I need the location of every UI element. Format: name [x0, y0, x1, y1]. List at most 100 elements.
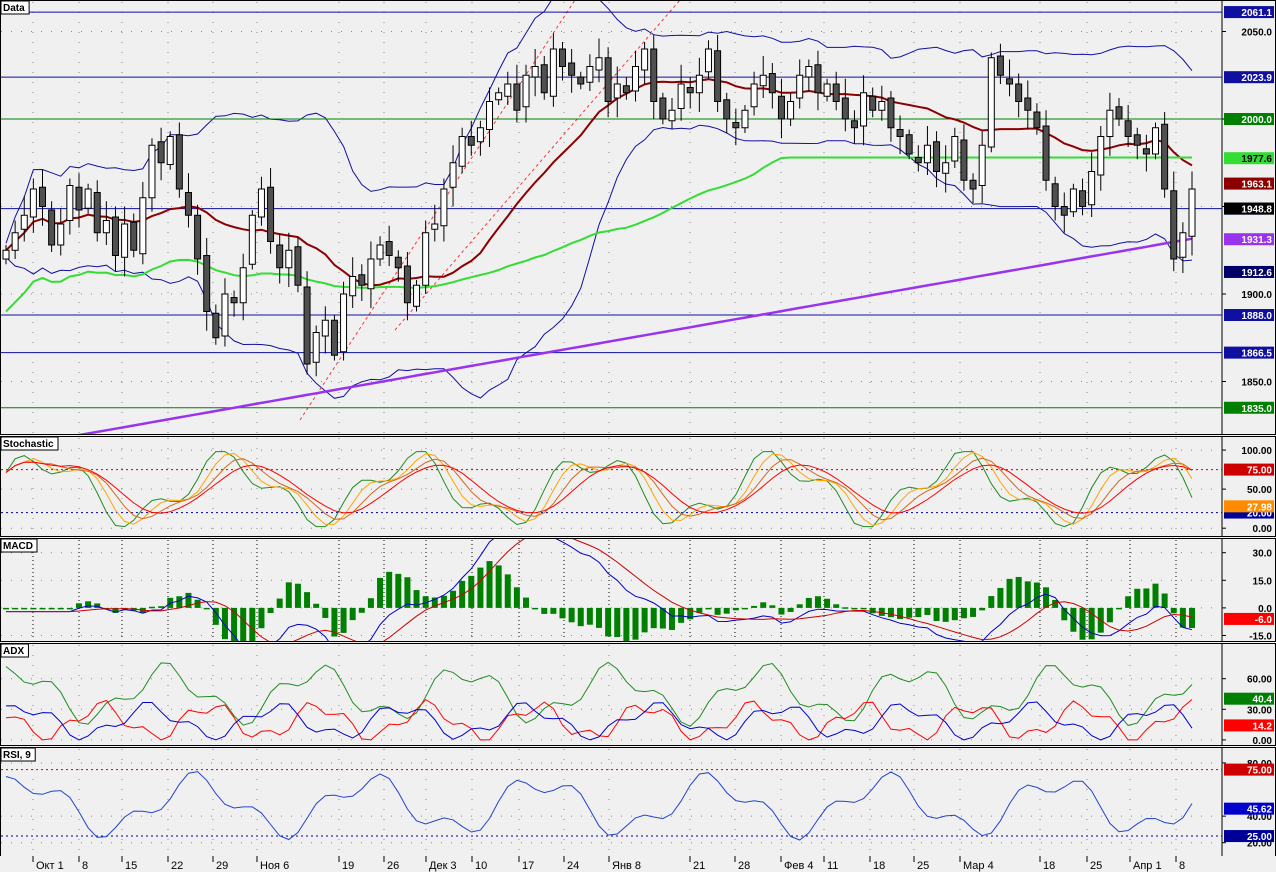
- candle-body: [130, 221, 138, 251]
- macd-histogram-bar: [687, 607, 694, 620]
- macd-histogram-bar: [367, 598, 374, 608]
- macd-histogram-bar: [942, 607, 949, 622]
- candle-body: [467, 136, 475, 146]
- date-tick-label: 29: [216, 860, 228, 872]
- macd-line: [6, 539, 1193, 641]
- candle-body: [987, 57, 995, 148]
- macd-histogram-bar: [294, 583, 301, 608]
- candle-body: [121, 223, 129, 258]
- macd-histogram-bar: [577, 607, 584, 627]
- macd-histogram-bar: [1088, 607, 1095, 640]
- macd-histogram-bar: [304, 592, 311, 608]
- current-value-tag: 1963.1: [1224, 177, 1274, 191]
- current-value-tag: 1948.8: [1224, 202, 1274, 216]
- scale-tick-label: 0.00: [1253, 524, 1273, 535]
- date-tick-label: 18: [1043, 860, 1055, 872]
- candle-body: [887, 97, 895, 129]
- panel-title: Stochastic: [0, 436, 59, 451]
- candle-body: [285, 249, 293, 269]
- macd-histogram-bar: [632, 607, 639, 640]
- candle-body: [513, 83, 521, 111]
- macd-histogram-bar: [897, 607, 904, 620]
- date-tick-label: 25: [1090, 860, 1102, 872]
- candle-body: [704, 48, 712, 73]
- svg-text:1888.0: 1888.0: [1241, 311, 1272, 322]
- candle-body: [1188, 188, 1196, 237]
- candle-body: [148, 144, 156, 199]
- date-tick-label: Фев 4: [784, 860, 814, 872]
- candle-body: [403, 265, 411, 304]
- macd-histogram-bar: [66, 607, 73, 610]
- macd-histogram-bar: [112, 607, 119, 613]
- candle-body: [294, 246, 302, 286]
- candle-body: [905, 134, 913, 155]
- svg-text:Data: Data: [3, 3, 25, 14]
- level-value-tag: 1835.0: [1224, 401, 1274, 415]
- candle-body: [440, 188, 448, 227]
- plus-di-line: [5, 698, 1193, 741]
- macd-histogram-bar: [267, 607, 274, 614]
- candle-body: [385, 241, 393, 256]
- macd-histogram-bar: [523, 597, 530, 608]
- candle-body: [750, 83, 758, 108]
- adx-line: [5, 661, 1193, 727]
- macd-histogram-bar: [951, 607, 958, 621]
- candle-body: [276, 244, 284, 269]
- candle-body: [139, 197, 147, 255]
- scale-tick-label: 60.00: [1247, 675, 1272, 686]
- moving-average-slow: [78, 237, 1193, 434]
- svg-text:1912.6: 1912.6: [1241, 268, 1272, 279]
- svg-text:1835.0: 1835.0: [1241, 404, 1272, 415]
- date-tick-label: Дек 3: [429, 860, 457, 872]
- candle-body: [951, 136, 959, 162]
- candle-body: [805, 66, 813, 78]
- macd-histogram-bar: [212, 607, 219, 625]
- candle-body: [714, 50, 722, 102]
- current-value-tag: -6.0: [1224, 612, 1274, 626]
- price-scales: 2050.02000.01950.01900.01850.02061.12023…: [1222, 6, 1274, 850]
- macd-histogram-bar: [1179, 607, 1186, 628]
- candle-body: [20, 214, 28, 230]
- candle-body: [777, 95, 785, 120]
- macd-histogram-bar: [1170, 607, 1177, 614]
- macd-histogram-bar: [231, 607, 238, 641]
- macd-histogram-bar: [1134, 588, 1141, 608]
- macd-histogram-bar: [313, 603, 320, 608]
- level-value-tag: 75.00: [1224, 763, 1274, 777]
- bollinger-upper-band: [5, 1, 1193, 244]
- macd-histogram-bar: [1070, 607, 1077, 632]
- date-tick-label: 18: [873, 860, 885, 872]
- rsi-line: [5, 771, 1193, 841]
- macd-histogram-bar: [659, 607, 666, 629]
- candle-body: [230, 297, 238, 304]
- macd-histogram-bar: [550, 607, 557, 614]
- candle-body: [358, 274, 366, 286]
- candle-body: [631, 66, 639, 92]
- macd-histogram-bar: [842, 607, 849, 609]
- macd-histogram-bar: [203, 607, 210, 610]
- candle-body: [2, 249, 10, 260]
- scale-tick-label: 1900.0: [1241, 290, 1272, 301]
- candle-body: [969, 179, 977, 190]
- candle-body: [878, 101, 886, 111]
- svg-text:-6.0: -6.0: [1255, 615, 1273, 626]
- date-tick-label: 25: [917, 860, 929, 872]
- macd-histogram-bar: [1006, 578, 1013, 608]
- macd-histogram-bar: [39, 607, 46, 610]
- current-value-tag: 45.62: [1224, 802, 1274, 816]
- macd-histogram-bar: [641, 607, 648, 633]
- candle-body: [768, 73, 776, 94]
- candle-body: [449, 162, 457, 188]
- candle-body: [850, 120, 858, 129]
- macd-histogram-bar: [614, 607, 621, 638]
- macd-histogram-bar: [924, 607, 931, 615]
- date-tick-label: 8: [1179, 860, 1185, 872]
- scale-tick-label: 100.00: [1241, 446, 1272, 457]
- svg-text:1977.6: 1977.6: [1241, 154, 1272, 165]
- candle-body: [111, 216, 119, 256]
- scale-tick-label: 15.0: [1253, 576, 1273, 587]
- date-tick-label: Янв 8: [612, 860, 641, 872]
- candle-body: [622, 85, 630, 94]
- macd-histogram-bar: [1061, 607, 1068, 621]
